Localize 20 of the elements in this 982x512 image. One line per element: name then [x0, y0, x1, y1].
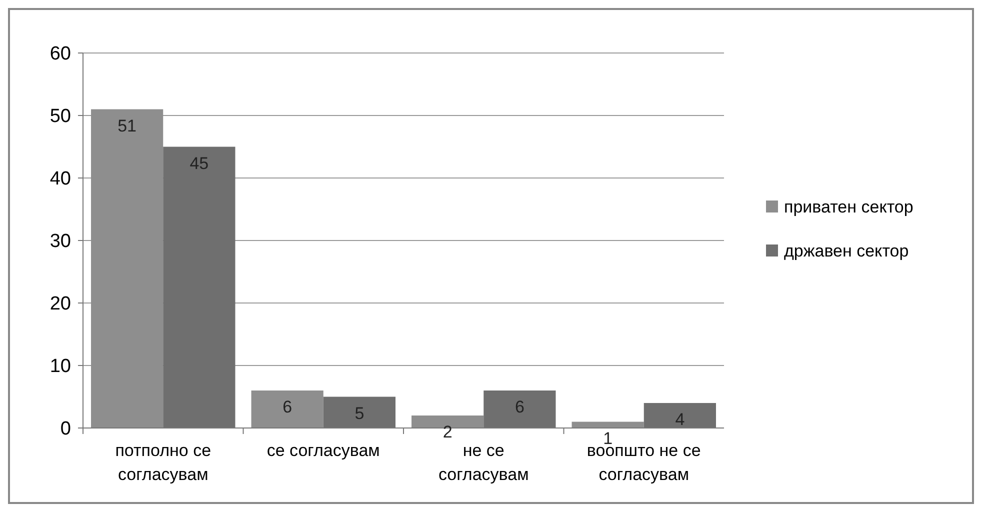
data-label: 5	[354, 404, 364, 423]
y-tick-label: 10	[50, 356, 71, 378]
data-label: 6	[282, 398, 292, 416]
data-label: 6	[514, 398, 524, 416]
data-label: 2	[442, 422, 452, 442]
x-tick-label: се согласувам	[266, 441, 380, 460]
bar	[251, 390, 324, 428]
data-label: 51	[118, 116, 137, 136]
x-tick-label: не се согласувам	[438, 441, 529, 484]
data-label: 4	[675, 410, 685, 429]
y-tick-label: 60	[50, 44, 71, 65]
y-tick-label: 0	[60, 418, 71, 440]
data-label: 45	[190, 154, 209, 173]
y-tick-label: 40	[50, 168, 71, 190]
legend-label: приватен сектор	[784, 197, 914, 216]
legend-label: државен сектор	[784, 241, 909, 260]
y-tick-label: 30	[50, 231, 71, 252]
y-tick-label: 20	[50, 294, 71, 315]
x-tick-label: потполно се согласувам	[115, 441, 212, 484]
y-tick-label: 50	[50, 106, 71, 128]
